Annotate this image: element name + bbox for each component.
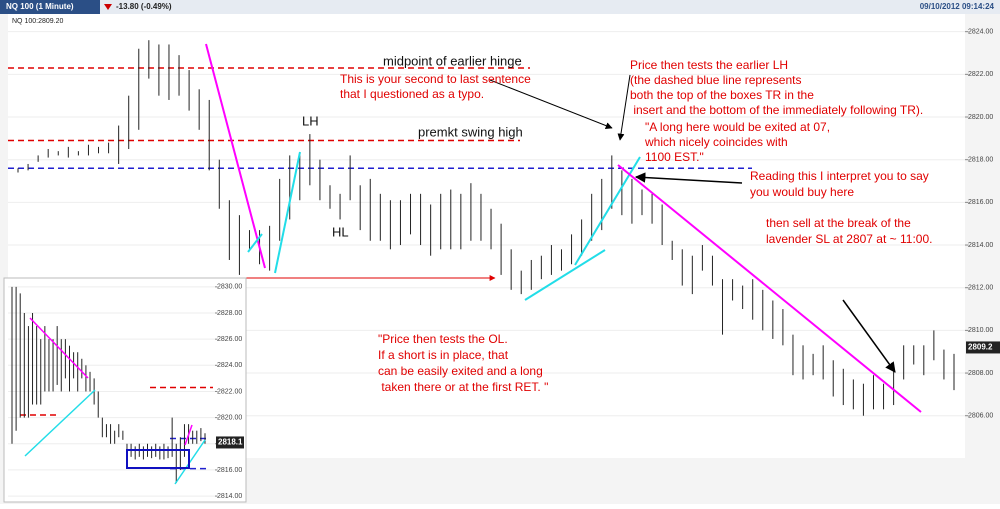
trend-line — [247, 233, 263, 253]
last-price-label: 2809.2 — [968, 343, 993, 352]
change: -13.80 (-0.49%) — [116, 2, 172, 11]
y-tick-label: 2810.00 — [968, 327, 993, 334]
arrow — [617, 74, 631, 141]
down-icon — [104, 4, 112, 10]
annotation-text: can be easily exited and a long — [378, 364, 543, 378]
arrow — [634, 172, 743, 184]
inset-drawn-lines — [24, 317, 206, 485]
annotations: midpoint of earlier hinge This is your se… — [302, 53, 932, 394]
y-tick-label: 2806.00 — [968, 413, 993, 420]
annotation-text: "A long here would be exited at 07, — [645, 120, 830, 134]
last-price-box — [216, 436, 244, 449]
annotation-text: lavender SL at 2807 at ~ 11:00. — [766, 232, 932, 246]
y-tick-label: 2818.00 — [968, 157, 993, 164]
y-tick-label: 2808.00 — [968, 370, 993, 377]
y-tick-label: 2814.00 — [217, 493, 242, 500]
trend-line — [274, 151, 301, 274]
annotation-text: "Price then tests the OL. — [378, 332, 508, 346]
symbol-tab[interactable] — [0, 0, 100, 14]
last-price-label: 2818.1 — [218, 438, 243, 447]
annotation-text: Price then tests the earlier LH — [630, 58, 788, 72]
symbol: NQ 100 (1 Minute) — [6, 2, 74, 11]
annotation-text: midpoint of earlier hinge — [383, 53, 522, 68]
y-tick-label: 2822.00 — [217, 388, 242, 395]
annotation-text: 1100 EST." — [645, 150, 704, 164]
y-tick-label: 2824.00 — [217, 362, 242, 369]
annotation-text: premkt swing high — [418, 124, 523, 139]
y-tick-label: 2824.00 — [968, 29, 993, 36]
y-tick-label: 2816.00 — [968, 199, 993, 206]
trend-line — [524, 249, 606, 301]
annotation-text: If a short is in place, that — [378, 348, 509, 362]
header-bar — [0, 0, 1000, 14]
annotation-text: HL — [332, 224, 349, 239]
annotation-text: which nicely coincides with — [644, 135, 788, 149]
annotation-text: that I questioned as a typo. — [340, 87, 484, 101]
annotation-text: LH — [302, 113, 319, 128]
arrow — [489, 79, 613, 129]
trend-line — [617, 164, 922, 413]
trend-line — [205, 43, 266, 269]
trend-line — [29, 317, 89, 379]
drawn-lines — [205, 43, 922, 413]
annotation-text: you would buy here — [750, 185, 854, 199]
last-price-box — [966, 341, 1000, 354]
range-box — [126, 449, 190, 469]
timestamp: 09/10/2012 09:14:24 — [920, 2, 995, 11]
trend-line — [24, 389, 96, 457]
y-tick-label: 2830.00 — [217, 284, 242, 291]
annotation-text: insert and the bottom of the immediately… — [630, 103, 923, 117]
inset-frame — [3, 277, 247, 503]
y-tick-label: 2828.00 — [217, 310, 242, 317]
annotation-text: then sell at the break of the — [766, 216, 911, 230]
y-tick-label: 2820.00 — [968, 114, 993, 121]
y-tick-label: 2820.00 — [217, 414, 242, 421]
y-tick-label: 2822.00 — [968, 71, 993, 78]
annotation-text: both the top of the boxes TR in the — [630, 88, 814, 102]
annotation-text: taken there or at the first RET. " — [378, 380, 548, 394]
y-tick-label: 2816.00 — [217, 467, 242, 474]
annotation-text: This is your second to last sentence — [340, 72, 531, 86]
arrow — [842, 299, 896, 373]
annotation-text: Reading this I interpret you to say — [750, 169, 929, 183]
y-tick-label: 2814.00 — [968, 242, 993, 249]
annotation-text: (the dashed blue line represents — [630, 73, 801, 87]
y-tick-label: 2826.00 — [217, 336, 242, 343]
trend-line — [184, 424, 193, 446]
y-tick-label: 2812.00 — [968, 285, 993, 292]
quote: NQ 100:2809.20 — [12, 18, 63, 25]
